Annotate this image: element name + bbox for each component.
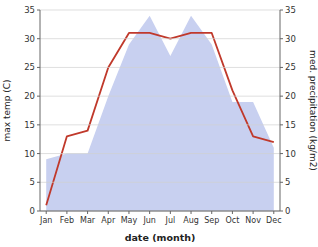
- x-tick: [253, 211, 254, 214]
- y2-tick-label: 25: [285, 62, 296, 72]
- chart-container: 0 5 10 15 20 25 30 35 0 5 10 15 20 25 30 35 Jan Feb Mar Apr…: [0, 0, 318, 247]
- y2-tick-label: 35: [285, 5, 296, 15]
- y-axis-label: max temp (C): [2, 79, 12, 141]
- y2-tick-label: 30: [285, 34, 296, 44]
- y-axis-line: [40, 10, 41, 211]
- y2-tick: [280, 211, 283, 212]
- x-tick: [191, 211, 192, 214]
- x-axis-label: date (month): [125, 232, 196, 243]
- y-tick-label: 0: [30, 206, 35, 216]
- y2-tick-label: 10: [285, 149, 296, 159]
- x-tick: [149, 211, 150, 214]
- x-tick-label: May: [121, 216, 138, 225]
- y2-tick-label: 15: [285, 120, 296, 130]
- x-tick: [211, 211, 212, 214]
- x-tick-label: Oct: [225, 216, 239, 225]
- y2-tick: [280, 124, 283, 125]
- y2-axis-label: med. precipitation (kg/m2): [308, 50, 318, 171]
- plot-area: [46, 16, 274, 211]
- grid-line: [40, 38, 280, 39]
- y2-tick: [280, 38, 283, 39]
- x-tick: [66, 211, 67, 214]
- chart: 0 5 10 15 20 25 30 35 0 5 10 15 20 25 30 35 Jan Feb Mar Apr…: [0, 0, 318, 247]
- y-tick: [37, 96, 40, 97]
- y2-tick-label: 0: [285, 206, 290, 216]
- y2-tick: [280, 96, 283, 97]
- y-tick: [37, 124, 40, 125]
- y2-tick: [280, 153, 283, 154]
- y-tick-label: 30: [24, 34, 35, 44]
- x-axis-line: [40, 211, 280, 212]
- y2-axis-line: [280, 10, 281, 211]
- grid-line: [40, 182, 280, 183]
- grid-line: [40, 10, 280, 11]
- y-tick-label: 15: [24, 120, 35, 130]
- x-tick: [232, 211, 233, 214]
- grid-line: [40, 124, 280, 125]
- x-tick-label: Aug: [183, 216, 199, 225]
- x-tick: [46, 211, 47, 214]
- x-tick-label: Nov: [245, 216, 261, 225]
- x-tick: [108, 211, 109, 214]
- y2-tick-label: 5: [285, 177, 290, 187]
- x-tick-label: Sep: [204, 216, 219, 225]
- y2-tick-label: 20: [285, 91, 296, 101]
- y2-tick: [280, 10, 283, 11]
- y-tick-label: 20: [24, 91, 35, 101]
- x-tick: [273, 211, 274, 214]
- y-tick: [37, 182, 40, 183]
- temperature-line: [46, 33, 274, 205]
- grid-line: [40, 153, 280, 154]
- x-tick-label: Mar: [80, 216, 96, 225]
- x-tick: [128, 211, 129, 214]
- y-tick: [37, 153, 40, 154]
- y-tick: [37, 211, 40, 212]
- x-tick-label: Jan: [39, 216, 52, 225]
- y2-tick: [280, 182, 283, 183]
- y-tick: [37, 38, 40, 39]
- x-tick-label: Apr: [101, 216, 116, 225]
- x-tick-label: Jul: [165, 216, 176, 225]
- y-tick: [37, 10, 40, 11]
- y-tick: [37, 67, 40, 68]
- y2-tick: [280, 67, 283, 68]
- y-tick-label: 35: [24, 5, 35, 15]
- y-tick-label: 10: [24, 149, 35, 159]
- y-tick-label: 25: [24, 62, 35, 72]
- precipitation-area: [46, 16, 274, 211]
- grid-line: [40, 96, 280, 97]
- y-tick-label: 5: [30, 177, 35, 187]
- x-tick-label: Feb: [60, 216, 74, 225]
- x-tick-label: Jun: [142, 216, 156, 225]
- x-tick: [170, 211, 171, 214]
- grid-line: [40, 211, 280, 212]
- grid-line: [40, 67, 280, 68]
- x-tick: [87, 211, 88, 214]
- x-tick-label: Dec: [266, 216, 281, 225]
